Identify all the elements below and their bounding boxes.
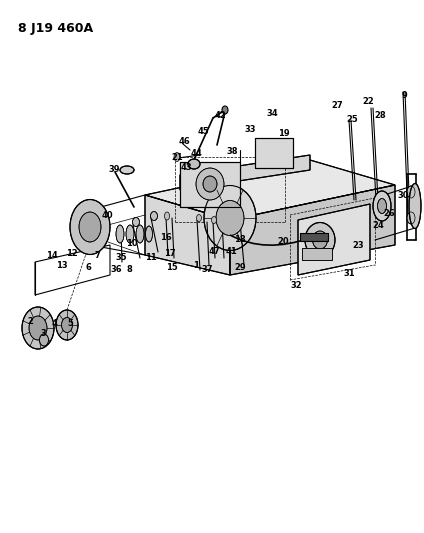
Text: 3: 3 xyxy=(40,328,46,337)
Ellipse shape xyxy=(56,310,78,340)
Text: 44: 44 xyxy=(190,149,202,157)
Text: 40: 40 xyxy=(101,211,113,220)
Text: 42: 42 xyxy=(214,110,226,119)
Bar xyxy=(255,138,293,168)
Ellipse shape xyxy=(165,212,170,220)
Text: 37: 37 xyxy=(201,264,213,273)
Text: 28: 28 xyxy=(374,110,386,119)
Ellipse shape xyxy=(216,200,244,236)
Text: 41: 41 xyxy=(225,246,237,255)
Ellipse shape xyxy=(174,152,180,161)
Text: 35: 35 xyxy=(115,253,127,262)
Ellipse shape xyxy=(132,217,139,227)
Ellipse shape xyxy=(145,226,153,242)
Ellipse shape xyxy=(409,183,421,229)
Text: 23: 23 xyxy=(352,241,364,251)
Ellipse shape xyxy=(22,307,54,349)
Text: 15: 15 xyxy=(166,263,178,272)
Ellipse shape xyxy=(204,185,256,251)
Text: 10: 10 xyxy=(126,238,138,247)
Text: 24: 24 xyxy=(372,222,384,230)
Text: 32: 32 xyxy=(290,280,302,289)
Ellipse shape xyxy=(222,106,228,114)
Text: 5: 5 xyxy=(67,319,73,327)
Text: 18: 18 xyxy=(234,236,246,245)
Ellipse shape xyxy=(85,217,95,237)
Text: 26: 26 xyxy=(383,208,395,217)
Bar xyxy=(300,233,328,241)
Ellipse shape xyxy=(81,208,99,246)
Text: 8: 8 xyxy=(126,265,132,274)
Text: 31: 31 xyxy=(343,270,355,279)
Polygon shape xyxy=(298,204,370,275)
Text: 4: 4 xyxy=(52,319,58,327)
Bar xyxy=(302,248,332,260)
Ellipse shape xyxy=(151,212,157,221)
Polygon shape xyxy=(145,195,230,275)
Ellipse shape xyxy=(212,216,217,223)
Text: 46: 46 xyxy=(178,138,190,147)
Text: 30: 30 xyxy=(397,190,409,199)
Text: 11: 11 xyxy=(145,254,157,262)
Ellipse shape xyxy=(39,334,48,346)
Text: 43: 43 xyxy=(180,163,192,172)
Text: 14: 14 xyxy=(46,252,58,261)
Text: 17: 17 xyxy=(164,248,176,257)
Polygon shape xyxy=(180,155,310,190)
Ellipse shape xyxy=(70,199,110,254)
Text: 12: 12 xyxy=(66,248,78,257)
Ellipse shape xyxy=(407,186,415,198)
Ellipse shape xyxy=(305,222,335,257)
Text: 16: 16 xyxy=(160,233,172,243)
Polygon shape xyxy=(145,160,395,220)
Ellipse shape xyxy=(29,316,47,340)
Ellipse shape xyxy=(116,225,124,243)
Bar xyxy=(180,162,240,207)
Ellipse shape xyxy=(79,212,101,242)
Text: 2: 2 xyxy=(27,318,33,327)
Bar xyxy=(180,162,240,207)
Ellipse shape xyxy=(126,225,134,243)
Ellipse shape xyxy=(196,168,224,200)
Bar xyxy=(302,248,332,260)
Text: 34: 34 xyxy=(266,109,278,117)
Text: 20: 20 xyxy=(277,238,289,246)
Bar xyxy=(300,233,328,241)
Text: 29: 29 xyxy=(234,262,246,271)
Bar xyxy=(255,138,293,168)
Ellipse shape xyxy=(136,225,144,243)
Text: 21: 21 xyxy=(171,154,183,163)
Ellipse shape xyxy=(188,159,200,169)
Text: 1: 1 xyxy=(193,262,199,271)
Text: 38: 38 xyxy=(226,148,238,157)
Ellipse shape xyxy=(407,212,415,224)
Text: 45: 45 xyxy=(197,127,209,136)
Polygon shape xyxy=(230,185,395,275)
Text: 22: 22 xyxy=(362,98,374,107)
Ellipse shape xyxy=(196,214,201,222)
Text: 36: 36 xyxy=(110,264,122,273)
Text: 39: 39 xyxy=(108,166,120,174)
Ellipse shape xyxy=(312,231,327,249)
Ellipse shape xyxy=(373,191,391,221)
Ellipse shape xyxy=(120,166,134,174)
Text: 6: 6 xyxy=(85,262,91,271)
Text: 27: 27 xyxy=(331,101,343,109)
Ellipse shape xyxy=(377,198,387,214)
Text: 7: 7 xyxy=(94,252,100,261)
Text: 33: 33 xyxy=(244,125,256,134)
Ellipse shape xyxy=(61,318,73,333)
Text: 8 J19 460A: 8 J19 460A xyxy=(18,22,93,35)
Text: 9: 9 xyxy=(401,92,407,101)
Text: 13: 13 xyxy=(56,261,68,270)
Text: 19: 19 xyxy=(278,128,290,138)
Text: 47: 47 xyxy=(208,246,220,255)
Ellipse shape xyxy=(203,176,217,192)
Text: 25: 25 xyxy=(346,116,358,125)
